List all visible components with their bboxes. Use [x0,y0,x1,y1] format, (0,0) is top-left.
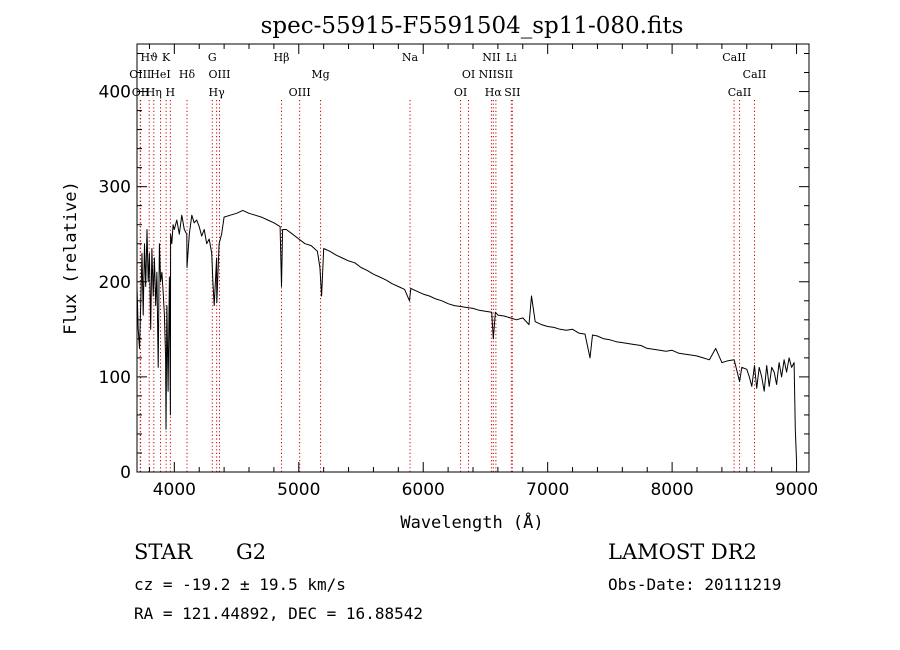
redshift-velocity: cz = -19.2 ± 19.5 km/s [134,575,346,594]
sky-coordinates: RA = 121.44892, DEC = 16.88542 [134,604,423,623]
marker-label-13: Mg [311,68,329,81]
spectrum-line [136,209,798,463]
marker-label-5: K [162,51,171,64]
object-class: STAR [134,540,193,564]
marker-label-10: Hγ [209,86,226,99]
spectrum-series [136,209,798,463]
x-tick-label: 5000 [277,480,320,500]
marker-label-9: OIII [208,68,230,81]
marker-label-18: NIISII [479,68,514,81]
marker-label-21: Li [506,51,517,64]
marker-label-7: Hδ [179,68,196,81]
y-tick-label: 100 [99,368,131,388]
x-tick-label: 6000 [402,480,445,500]
y-tick-label: 200 [99,273,131,293]
object-subclass: G2 [236,540,267,564]
axis-ticks [137,44,809,473]
x-tick-label: 7000 [526,480,569,500]
marker-label-24: CaII [728,86,752,99]
x-tick-label: 8000 [650,480,693,500]
marker-label-4: HeI [150,68,170,81]
marker-label-17: NII [482,51,500,64]
x-axis-label: Wavelength (Å) [400,511,543,533]
observation-date: Obs-Date: 20111219 [608,575,782,594]
chart-title: spec-55915-F5591504_sp11-080.fits [261,13,684,39]
marker-label-0: Hϑ [140,51,158,64]
y-tick-label: 400 [99,83,131,103]
marker-label-3: Hη [146,86,162,99]
plot-frame [136,43,810,473]
marker-label-6: H [166,86,176,99]
marker-label-20: SII [504,86,520,99]
marker-label-8: G [208,51,217,64]
x-tick-label: 4000 [153,480,196,500]
marker-label-2: OII [132,86,150,99]
marker-label-11: Hβ [274,51,290,64]
marker-label-19: Hα [485,86,503,99]
marker-label-23: CaII [743,68,767,81]
y-tick-label: 0 [120,463,131,483]
data-release: LAMOST DR2 [608,540,757,564]
marker-label-15: OI [454,86,467,99]
marker-label-22: CaII [722,51,746,64]
spectral-line-markers: HϑOIIIOIIHηHeIKHHδGOIIIHγHβOIIIMgNaOIOIN… [129,51,766,472]
marker-label-1: OIII [129,68,151,81]
y-axis-label: Flux (relative) [61,181,81,335]
y-tick-label: 300 [99,178,131,198]
x-tick-label: 9000 [775,480,818,500]
tick-labels: 4000 5000 6000 7000 8000 9000 0 100 200 300 400 [99,83,819,500]
marker-label-12: OIII [289,86,311,99]
marker-label-16: OI [462,68,475,81]
marker-label-14: Na [402,51,419,64]
